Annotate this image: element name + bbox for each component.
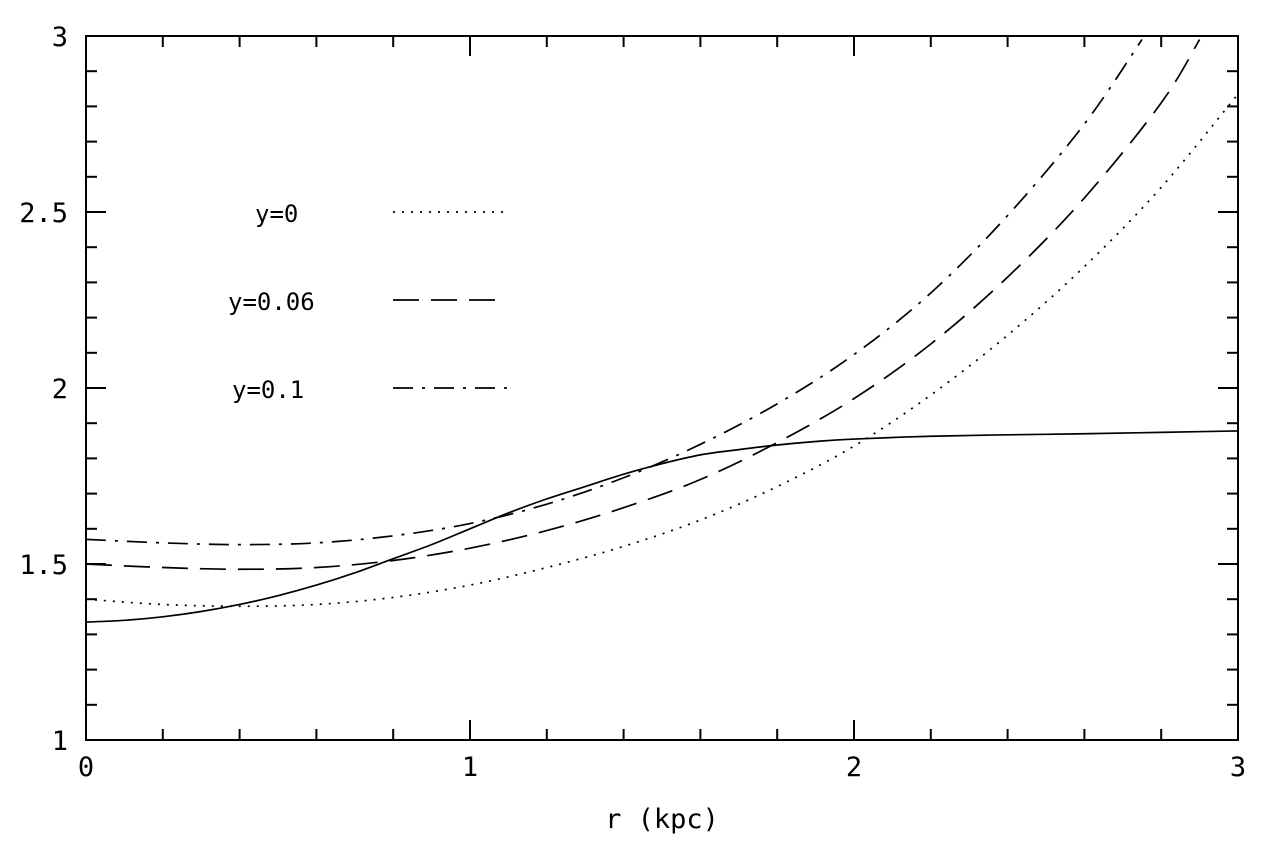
legend-label: y=0.06 bbox=[228, 288, 315, 316]
series-line-y=0.1 bbox=[85, 39, 1143, 546]
legend-label: y=0 bbox=[255, 200, 298, 228]
x-tick-label: 1 bbox=[462, 752, 478, 783]
legend-label: y=0.1 bbox=[232, 376, 304, 404]
x-tick-label: 0 bbox=[78, 752, 94, 783]
y-tick-label: 3 bbox=[52, 22, 68, 53]
x-tick-label: 2 bbox=[846, 752, 862, 783]
y-tick-label: 1 bbox=[52, 726, 68, 757]
series-line-solid bbox=[85, 430, 1239, 623]
axes: 0 1 2 311.522.53 bbox=[19, 22, 1246, 783]
y-tick-label: 2.5 bbox=[19, 198, 68, 229]
x-axis-title: r (kpc) bbox=[605, 804, 719, 835]
series-layer bbox=[85, 39, 1239, 623]
legend: y=0 y=0.06 y=0.1 bbox=[228, 200, 510, 404]
series-line-y=0 bbox=[85, 93, 1239, 608]
series-line-y=0.06 bbox=[85, 39, 1201, 571]
y-tick-label: 2 bbox=[52, 374, 68, 405]
y-tick-label: 1.5 bbox=[19, 550, 68, 581]
x-tick-label: 3 bbox=[1230, 752, 1246, 783]
